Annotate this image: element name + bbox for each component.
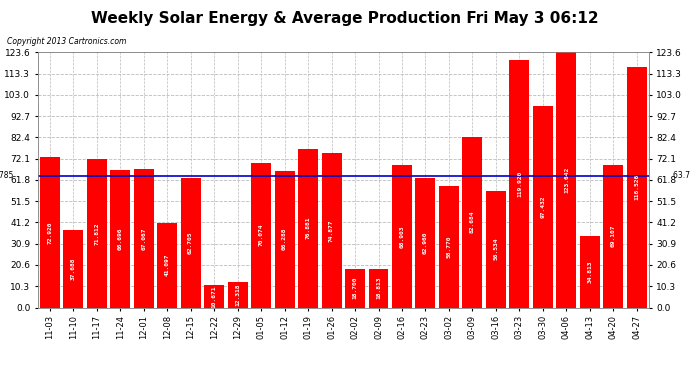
Bar — [204, 285, 224, 308]
Bar — [462, 137, 482, 308]
Text: 66.696: 66.696 — [118, 228, 123, 250]
Text: 34.813: 34.813 — [587, 260, 593, 283]
Bar — [603, 165, 623, 308]
Bar — [509, 60, 529, 308]
Bar — [298, 149, 318, 308]
Text: 10.671: 10.671 — [212, 285, 217, 308]
Bar — [392, 165, 412, 308]
Text: 56.534: 56.534 — [493, 238, 498, 260]
Bar — [322, 153, 342, 308]
Text: ← 63.785: ← 63.785 — [0, 171, 14, 180]
Text: 70.074: 70.074 — [259, 224, 264, 246]
Text: 82.684: 82.684 — [470, 211, 475, 234]
Text: 18.700: 18.700 — [353, 277, 357, 300]
Text: 71.812: 71.812 — [94, 222, 99, 245]
Bar — [533, 106, 553, 308]
Bar — [228, 282, 248, 308]
Text: Copyright 2013 Cartronics.com: Copyright 2013 Cartronics.com — [7, 38, 126, 46]
Text: Weekly Solar Energy & Average Production Fri May 3 06:12: Weekly Solar Energy & Average Production… — [91, 11, 599, 26]
Bar — [134, 169, 154, 308]
Bar — [275, 171, 295, 308]
Bar — [157, 223, 177, 308]
Text: 69.107: 69.107 — [611, 225, 616, 248]
Text: 119.920: 119.920 — [517, 171, 522, 197]
Text: 62.705: 62.705 — [188, 232, 193, 254]
Text: 37.688: 37.688 — [70, 257, 76, 280]
Bar — [251, 163, 271, 308]
Text: 12.318: 12.318 — [235, 284, 240, 306]
Bar — [556, 53, 576, 308]
Text: 67.067: 67.067 — [141, 227, 146, 250]
Text: 116.526: 116.526 — [634, 174, 640, 200]
Bar — [580, 236, 600, 308]
Text: 68.903: 68.903 — [400, 225, 404, 248]
Bar — [181, 178, 201, 308]
Bar — [87, 159, 107, 308]
Bar — [63, 230, 83, 308]
Text: 62.960: 62.960 — [423, 231, 428, 254]
Text: 58.770: 58.770 — [446, 236, 451, 258]
Bar — [110, 170, 130, 308]
Bar — [486, 191, 506, 308]
Bar — [368, 268, 388, 308]
Text: 72.920: 72.920 — [47, 221, 52, 243]
Bar — [439, 186, 459, 308]
Text: 66.288: 66.288 — [282, 228, 287, 251]
Bar — [40, 157, 59, 308]
Text: 97.432: 97.432 — [540, 196, 545, 218]
Text: 123.642: 123.642 — [564, 167, 569, 193]
Bar — [345, 269, 365, 308]
Text: 63.785 →: 63.785 → — [673, 171, 690, 180]
Text: 18.813: 18.813 — [376, 277, 381, 299]
Text: 41.097: 41.097 — [165, 254, 170, 276]
Bar — [627, 67, 647, 308]
Bar — [415, 178, 435, 308]
Text: 76.881: 76.881 — [306, 217, 310, 240]
Text: 74.877: 74.877 — [329, 219, 334, 242]
